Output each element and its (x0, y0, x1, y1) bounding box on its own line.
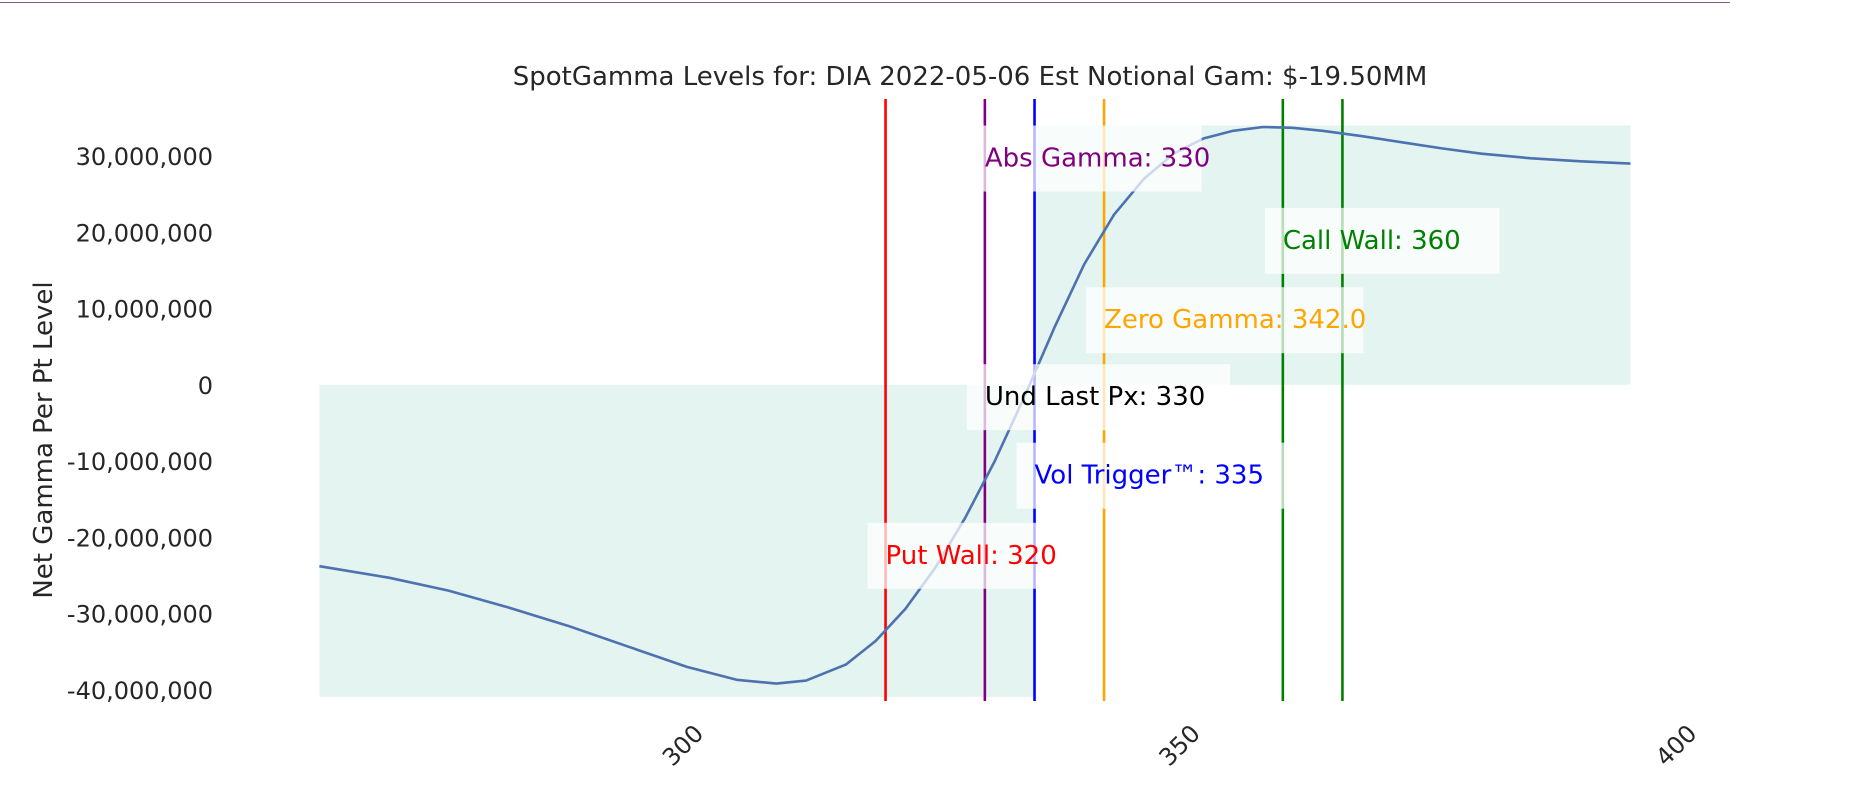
curve-layer (319, 125, 1631, 685)
y-tick-label: -10,000,000 (67, 448, 213, 476)
x-tick-label: 350 (1154, 719, 1206, 771)
label-put-wall: Put Wall: 320 (886, 541, 1057, 571)
y-tick-label: -20,000,000 (67, 524, 213, 552)
y-tick-label: 30,000,000 (76, 143, 213, 171)
y-axis-label: Net Gamma Per Pt Level (29, 281, 59, 598)
label-und-last-px: Und Last Px: 330 (985, 382, 1205, 412)
y-tick-label: 20,000,000 (76, 219, 213, 247)
label-vol-trigger: Vol Trigger™: 335 (1035, 461, 1264, 491)
label-abs-gamma: Abs Gamma: 330 (985, 144, 1210, 174)
y-tick-label: -30,000,000 (67, 601, 213, 629)
top-divider-line (0, 2, 1730, 3)
label-box-zero-gamma (1086, 287, 1364, 354)
label-box-vol-trigger (1016, 442, 1294, 509)
y-tick-label: 0 (198, 372, 213, 400)
y-tick-label: 10,000,000 (76, 296, 213, 324)
label-zero-gamma: Zero Gamma: 342.0 (1104, 305, 1366, 335)
chart-title: SpotGamma Levels for: DIA 2022-05-06 Est… (513, 62, 1428, 92)
label-call-wall: Call Wall: 360 (1283, 226, 1461, 256)
label-box-call-wall (1264, 207, 1500, 274)
y-tick-labels: 30,000,000 20,000,000 10,000,000 0 -10,000,0… (67, 143, 213, 705)
x-tick-labels: 300 350 400 (657, 719, 1702, 771)
label-box-put-wall (867, 522, 1089, 589)
level-labels: Put Wall: 320 Abs Gamma: 330 Und Last Px: … (867, 125, 1500, 589)
x-tick-label: 400 (1650, 719, 1702, 771)
label-box-abs-gamma (966, 125, 1202, 192)
label-box-und-last-px (966, 364, 1231, 431)
y-tick-label: -40,000,000 (67, 677, 213, 705)
net-gamma-curve (319, 125, 1631, 685)
x-tick-label: 300 (657, 719, 709, 771)
